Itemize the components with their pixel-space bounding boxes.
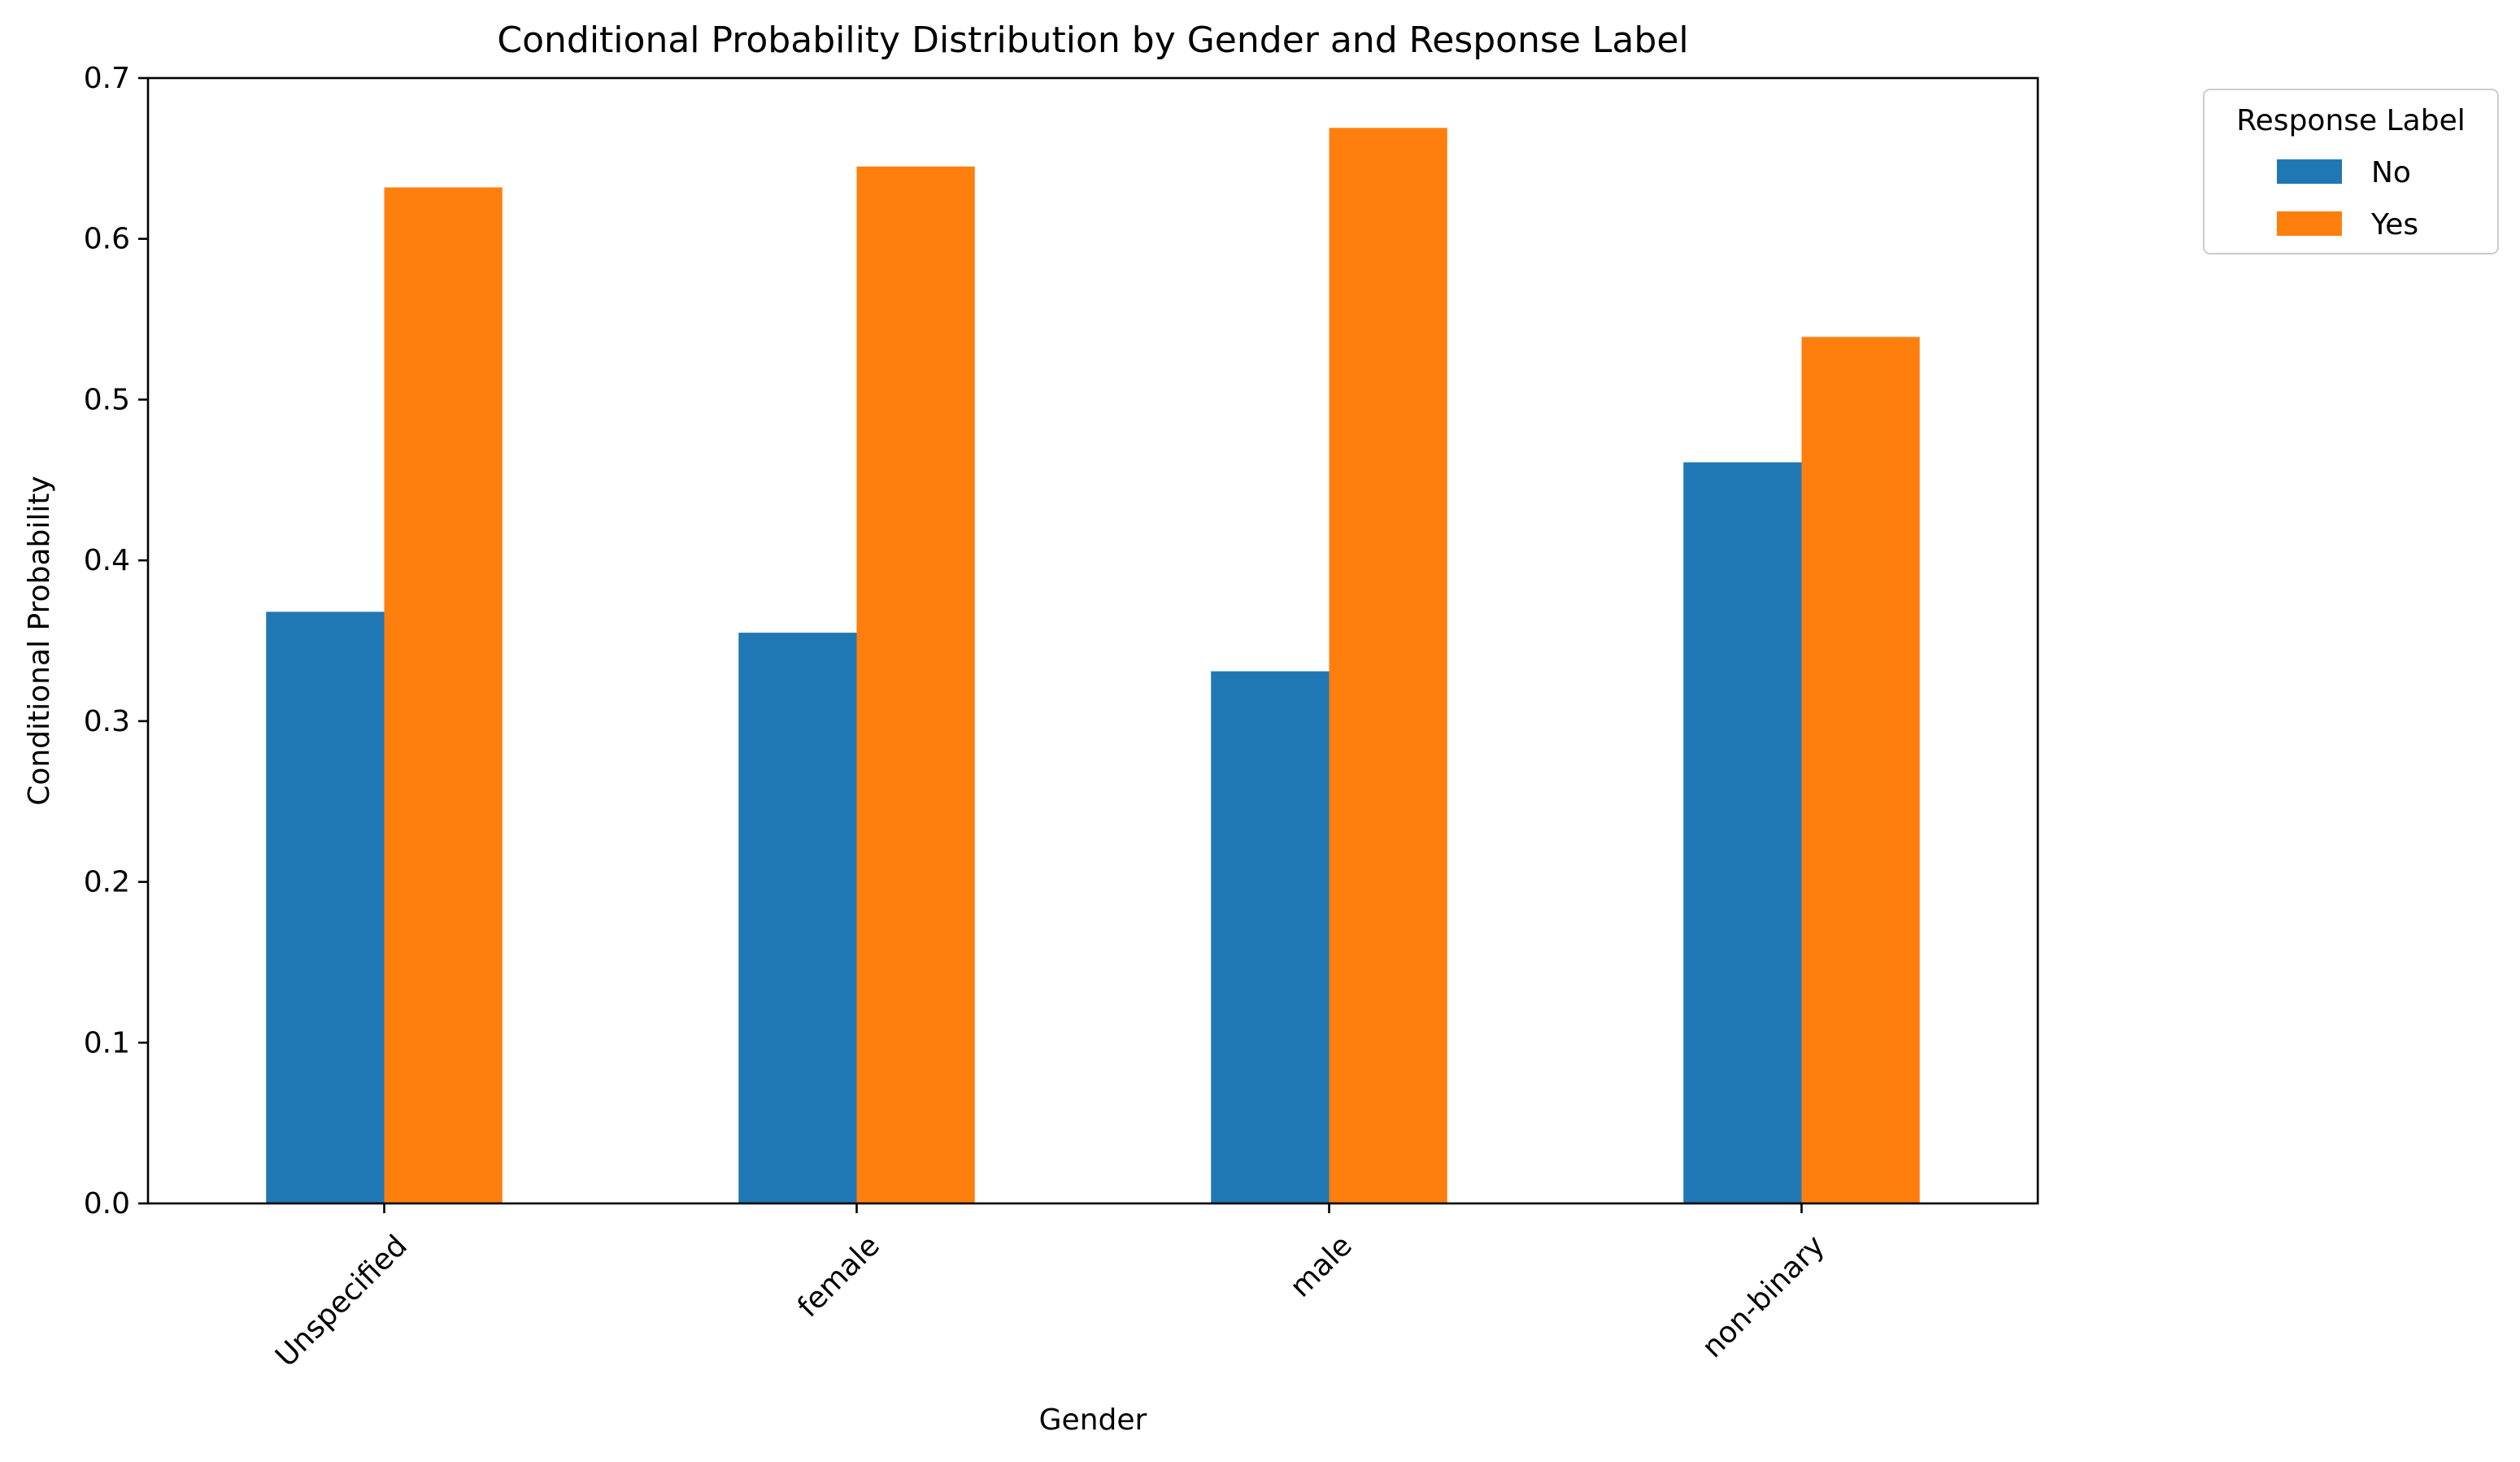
bar-no-unspecified [266, 611, 385, 1203]
y-axis-label: Conditional Probability [23, 476, 56, 806]
bar-yes-unspecified [384, 187, 503, 1204]
y-tick-label: 0.0 [84, 1187, 130, 1221]
bar-no-non-binary [1683, 462, 1802, 1203]
bar-no-male [1211, 671, 1330, 1203]
bar-yes-male [1329, 128, 1447, 1204]
legend-label-yes: Yes [2370, 208, 2418, 241]
bar-no-female [738, 633, 857, 1203]
legend-label-no: No [2371, 156, 2411, 189]
y-tick-label: 0.3 [84, 705, 130, 738]
y-axis-ticks: 0.0 0.1 0.2 0.3 0.4 0.5 0.6 0.7 [84, 62, 148, 1221]
legend: Response Label No Yes [2203, 89, 2499, 255]
y-tick-label: 0.5 [84, 383, 130, 416]
x-axis-label: Gender [1039, 1403, 1147, 1437]
legend-title: Response Label [2236, 104, 2465, 137]
bars-group [266, 128, 1920, 1204]
chart-title: Conditional Probability Distribution by … [497, 20, 1688, 61]
y-tick-label: 0.7 [84, 62, 130, 95]
legend-swatch-yes [2277, 211, 2342, 236]
y-tick-label: 0.1 [84, 1026, 130, 1060]
y-tick-label: 0.4 [84, 544, 130, 577]
plot-frame [146, 76, 2039, 1205]
y-tick-label: 0.2 [84, 866, 130, 899]
bar-yes-non-binary [1801, 337, 1920, 1203]
y-tick-label: 0.6 [84, 223, 130, 256]
bar-yes-female [856, 166, 975, 1203]
legend-swatch-no [2277, 159, 2342, 184]
